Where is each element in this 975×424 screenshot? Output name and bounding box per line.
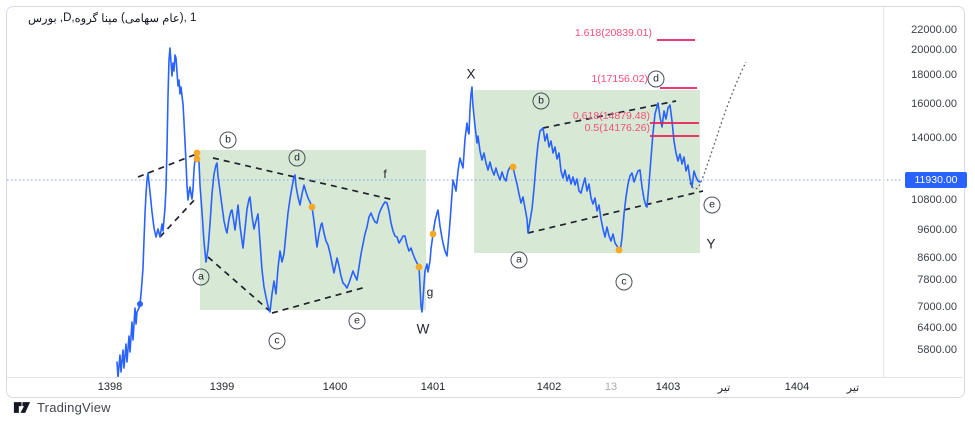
symbol-title-token: عام (162, 13, 180, 25)
dashed-trendline (212, 157, 395, 201)
symbol-title-token: ( (117, 12, 125, 24)
price-tick: 9600.00 (917, 224, 957, 236)
symbol-title-token: گروه (74, 13, 99, 25)
dashed-trendline (271, 286, 367, 314)
marker-dot-yellow (615, 246, 623, 254)
time-tick: 1400 (322, 381, 348, 393)
price-tick: 22000.00 (911, 24, 957, 36)
marker-dot-yellow (429, 230, 437, 238)
symbol-title-token: مپنا (101, 13, 118, 25)
current-price-badge: 11930.00 (905, 172, 967, 188)
symbol-title-token: بورس (28, 13, 57, 25)
time-tick: 1401 (420, 381, 446, 393)
price-tick: 7800.00 (917, 274, 957, 286)
time-tick: 1402 (536, 381, 562, 393)
price-tick: 8600.00 (917, 252, 957, 264)
price-line-series (116, 47, 701, 378)
price-tick: 18000.00 (911, 69, 957, 81)
dashed-trendline (527, 190, 704, 234)
time-tick: 1404 (784, 381, 810, 393)
price-tick: 5800.00 (917, 344, 957, 356)
pattern-box (474, 90, 700, 253)
time-tick: تیر (717, 382, 731, 394)
marker-dot-yellow (415, 263, 423, 271)
price-tick: 7000.00 (917, 301, 957, 313)
current-price-label: 11930.00 (914, 174, 958, 186)
price-tick: 10800.00 (911, 194, 957, 206)
time-axis[interactable]: 1398 1399 1400 1401 1402 13 1403 تیر 1404 تیر (6, 377, 964, 397)
projection-curve (689, 61, 747, 190)
dashed-trendline (207, 256, 273, 314)
marker-dot-yellow (509, 163, 517, 171)
price-axis-border (883, 7, 884, 377)
tradingview-brand-text: TradingView (37, 400, 111, 415)
price-tick: 16000.00 (911, 98, 957, 110)
symbol-title-token: ,D, (56, 12, 75, 24)
time-tick: 13 (604, 381, 618, 393)
time-tick: 1398 (97, 381, 123, 393)
price-axis[interactable]: 22000.00 20000.00 18000.00 16000.00 14000.00… (884, 0, 964, 377)
symbol-title[interactable]: بورس ,D, گروه مپنا (سهامی عام), 1 (28, 11, 196, 25)
dashed-trendline (159, 196, 198, 238)
marker-dot-yellow (308, 203, 316, 211)
marker-dot-yellow (193, 155, 201, 163)
tradingview-attribution[interactable]: TradingView (13, 400, 111, 415)
tradingview-logo-icon (13, 402, 31, 413)
time-tick: تیر (846, 382, 860, 394)
price-tick: 14000.00 (911, 132, 957, 144)
marker-dot-yellow (193, 149, 201, 157)
price-tick: 20000.00 (911, 44, 957, 56)
price-tick: 6400.00 (917, 322, 957, 334)
marker-dot-blue (137, 301, 143, 307)
dashed-trendline (542, 100, 677, 129)
symbol-title-token: ), 1 (179, 12, 197, 24)
time-tick: 1399 (209, 381, 235, 393)
time-tick: 1403 (655, 381, 681, 393)
time-axis-border (7, 377, 963, 378)
pattern-box (200, 150, 426, 310)
symbol-title-token: سهامی (124, 13, 160, 25)
